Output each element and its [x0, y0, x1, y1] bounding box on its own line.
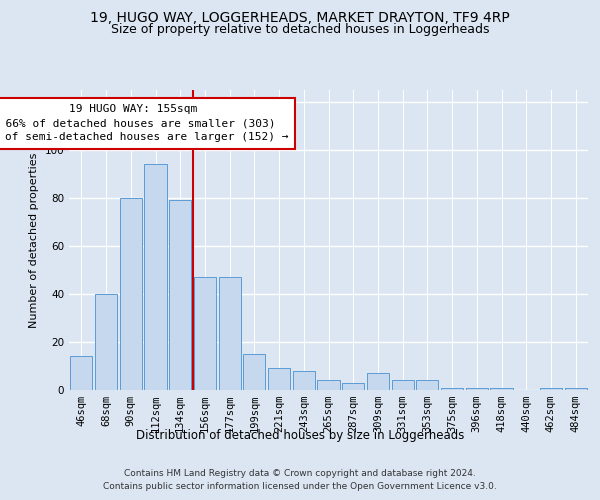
- Bar: [342, 383, 364, 390]
- Bar: [145, 164, 167, 390]
- Text: 19 HUGO WAY: 155sqm
← 66% of detached houses are smaller (303)
33% of semi-detac: 19 HUGO WAY: 155sqm ← 66% of detached ho…: [0, 104, 289, 142]
- Bar: [540, 388, 562, 390]
- Bar: [95, 294, 117, 390]
- Bar: [293, 371, 315, 390]
- Bar: [268, 368, 290, 390]
- Bar: [466, 388, 488, 390]
- Text: Size of property relative to detached houses in Loggerheads: Size of property relative to detached ho…: [111, 22, 489, 36]
- Bar: [218, 277, 241, 390]
- Bar: [565, 388, 587, 390]
- Bar: [243, 354, 265, 390]
- Bar: [317, 380, 340, 390]
- Text: 19, HUGO WAY, LOGGERHEADS, MARKET DRAYTON, TF9 4RP: 19, HUGO WAY, LOGGERHEADS, MARKET DRAYTO…: [90, 10, 510, 24]
- Bar: [70, 356, 92, 390]
- Bar: [392, 380, 414, 390]
- Text: Contains HM Land Registry data © Crown copyright and database right 2024.
Contai: Contains HM Land Registry data © Crown c…: [103, 469, 497, 491]
- Y-axis label: Number of detached properties: Number of detached properties: [29, 152, 39, 328]
- Bar: [490, 388, 512, 390]
- Bar: [367, 373, 389, 390]
- Bar: [416, 380, 439, 390]
- Text: Distribution of detached houses by size in Loggerheads: Distribution of detached houses by size …: [136, 428, 464, 442]
- Bar: [194, 277, 216, 390]
- Bar: [441, 388, 463, 390]
- Bar: [169, 200, 191, 390]
- Bar: [119, 198, 142, 390]
